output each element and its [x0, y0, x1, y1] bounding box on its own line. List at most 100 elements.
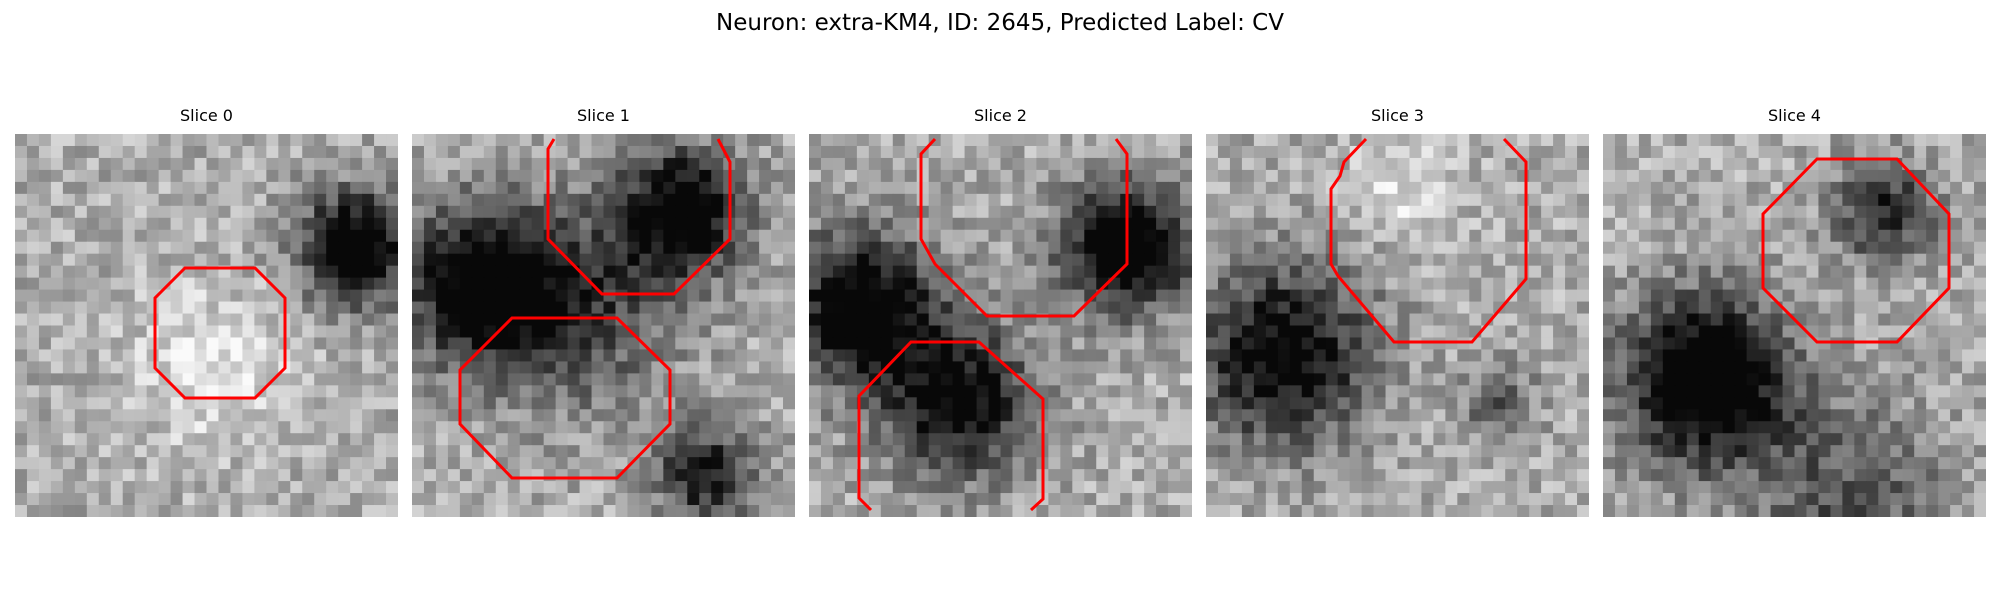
pixel — [711, 397, 724, 410]
pixel — [1698, 433, 1712, 446]
pixel — [675, 229, 688, 243]
pixel — [1445, 181, 1458, 195]
pixel — [531, 469, 545, 482]
pixel — [230, 313, 243, 326]
pixel — [904, 373, 918, 386]
pixel — [326, 217, 339, 231]
pixel — [435, 301, 449, 315]
pixel — [1710, 277, 1724, 291]
pixel — [1842, 253, 1855, 267]
pixel — [1878, 301, 1891, 315]
pixel — [1878, 181, 1891, 195]
pixel — [1217, 385, 1231, 398]
pixel — [1301, 349, 1315, 362]
pixel — [1577, 397, 1589, 410]
pixel — [1938, 301, 1951, 315]
pixel — [1529, 169, 1542, 183]
pixel — [880, 289, 894, 303]
pixel — [844, 313, 858, 326]
pixel — [206, 481, 219, 494]
pixel — [844, 349, 858, 362]
pixel — [1614, 313, 1628, 326]
pixel — [1253, 205, 1267, 219]
pixel — [1277, 445, 1291, 458]
pixel — [543, 193, 557, 207]
pixel — [1565, 349, 1578, 362]
pixel — [809, 481, 822, 494]
pixel — [1206, 289, 1219, 303]
pixel — [242, 229, 255, 243]
pixel — [952, 493, 966, 506]
pixel — [844, 385, 858, 398]
pixel — [531, 217, 545, 231]
pixel — [1301, 409, 1315, 422]
pixel — [1938, 241, 1951, 255]
pixel — [988, 397, 1001, 410]
pixel — [26, 265, 40, 279]
pixel — [1830, 445, 1843, 458]
pixel — [254, 313, 267, 326]
pixel — [687, 241, 700, 255]
pixel — [1036, 181, 1049, 195]
pixel — [928, 433, 942, 446]
pixel — [483, 469, 497, 482]
pixel — [1662, 205, 1676, 219]
pixel — [1806, 193, 1819, 207]
pixel — [651, 337, 664, 350]
pixel — [639, 253, 652, 267]
pixel — [904, 289, 918, 303]
pixel — [771, 253, 784, 267]
pixel — [122, 205, 136, 219]
pixel — [158, 265, 172, 279]
pixel — [783, 505, 795, 517]
pixel — [1024, 253, 1037, 267]
pixel — [856, 134, 870, 147]
pixel — [1638, 205, 1652, 219]
pixel — [1505, 421, 1518, 434]
pixel — [1626, 349, 1640, 362]
pixel — [1337, 253, 1351, 267]
pixel — [1758, 337, 1772, 350]
pixel — [687, 181, 700, 195]
pixel — [735, 373, 748, 386]
pixel — [1000, 349, 1013, 362]
pixel — [1517, 325, 1530, 338]
pixel — [1734, 385, 1748, 398]
pixel — [459, 241, 473, 255]
pixel — [952, 134, 966, 147]
pixel — [940, 397, 954, 410]
pixel — [699, 205, 712, 219]
pixel — [1217, 493, 1231, 506]
pixel — [326, 325, 339, 338]
pixel — [1168, 325, 1181, 338]
pixel — [892, 253, 906, 267]
pixel — [1180, 265, 1192, 279]
pixel — [1481, 181, 1494, 195]
pixel — [1962, 313, 1975, 326]
pixel — [675, 457, 688, 470]
pixel — [15, 313, 28, 326]
pixel — [50, 169, 64, 183]
pixel — [290, 505, 303, 517]
pixel — [1614, 409, 1628, 422]
pixel — [483, 445, 497, 458]
pixel — [362, 373, 375, 386]
pixel — [1950, 325, 1963, 338]
pixel — [1060, 337, 1073, 350]
pixel — [507, 253, 521, 267]
pixel — [1529, 445, 1542, 458]
pixel — [1650, 421, 1664, 434]
pixel — [1108, 145, 1121, 159]
pixel — [1782, 205, 1795, 219]
pixel — [1206, 217, 1219, 231]
pixel — [1084, 325, 1097, 338]
pixel — [892, 385, 906, 398]
pixel — [242, 181, 255, 195]
pixel — [386, 229, 398, 243]
pixel — [471, 157, 485, 171]
pixel — [507, 169, 521, 183]
pixel — [1950, 289, 1963, 303]
pixel — [1397, 253, 1410, 267]
pixel — [182, 457, 196, 470]
pixel — [687, 193, 700, 207]
